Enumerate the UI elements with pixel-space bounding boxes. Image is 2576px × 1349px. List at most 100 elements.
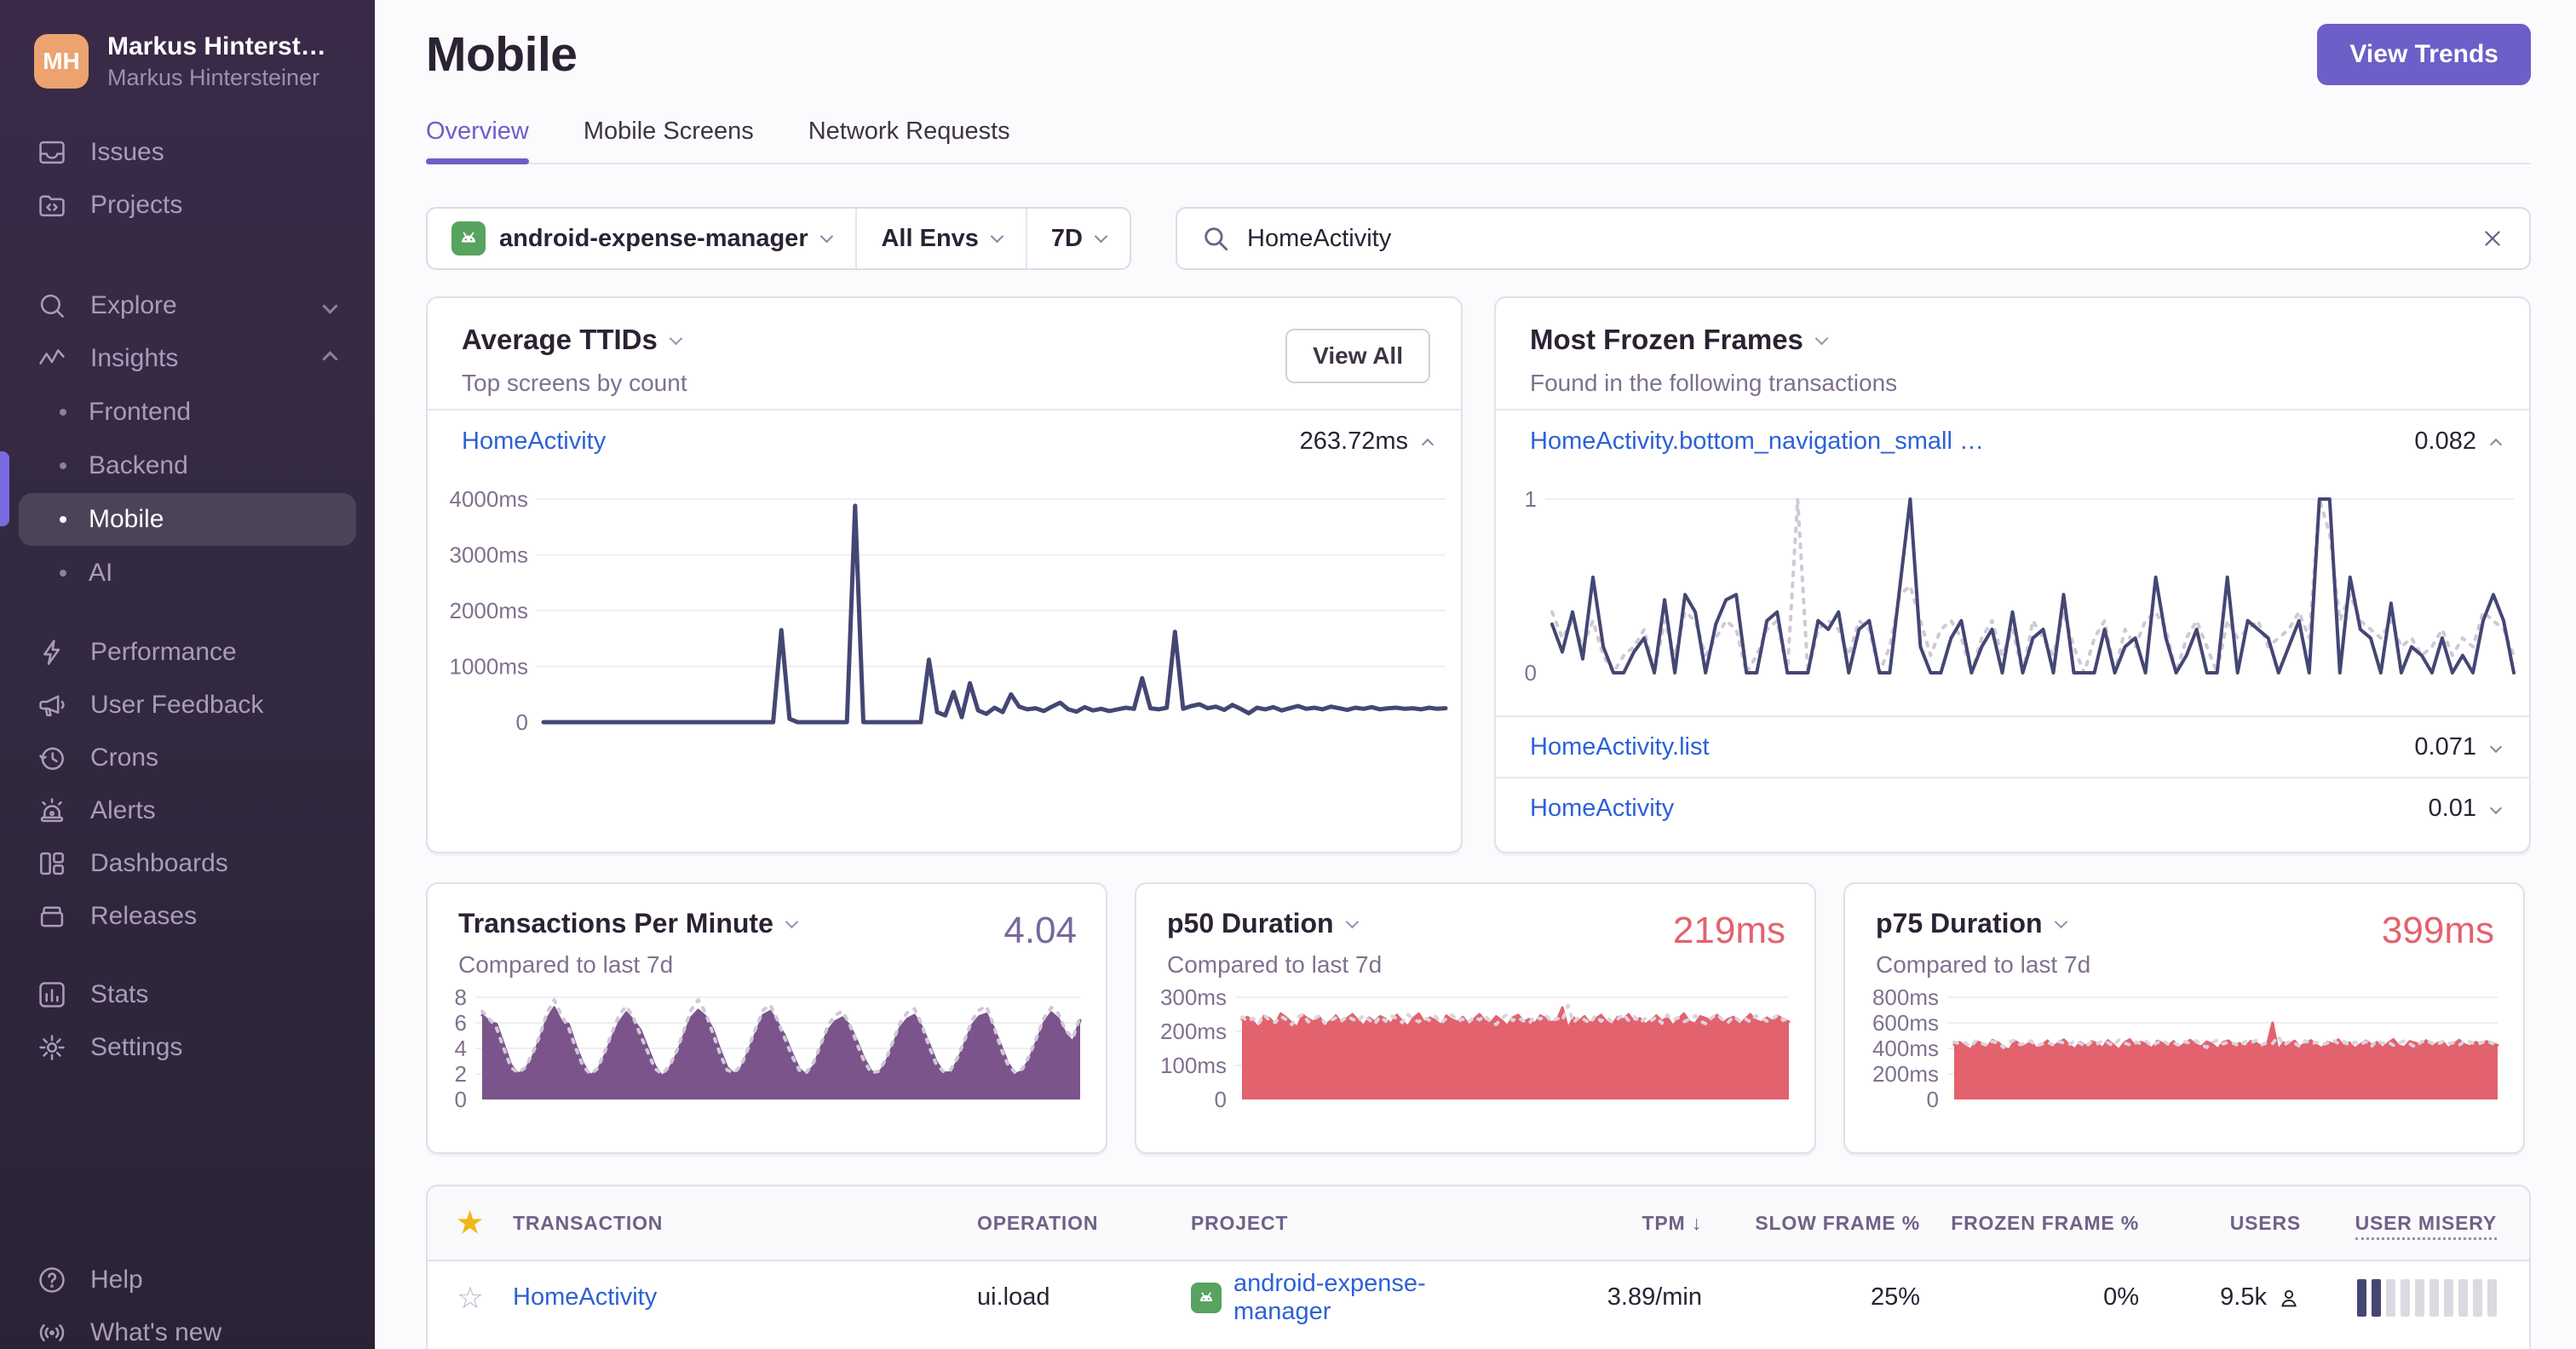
chevron-down-icon bbox=[669, 331, 683, 345]
transactions-table: ★ TRANSACTION OPERATION PROJECT TPM ↓ SL… bbox=[426, 1185, 2531, 1349]
sidebar-item-alerts[interactable]: Alerts bbox=[0, 784, 375, 837]
transaction-link[interactable]: HomeActivity.bottom_navigation_small … bbox=[1530, 427, 1984, 455]
col-tpm-sorted[interactable]: TPM ↓ bbox=[1642, 1211, 1702, 1234]
col-slow-frame[interactable]: SLOW FRAME % bbox=[1755, 1211, 1920, 1234]
col-users[interactable]: USERS bbox=[2229, 1211, 2301, 1234]
sidebar-item-label: Settings bbox=[90, 1033, 183, 1061]
date-range-selector[interactable]: 7D bbox=[1025, 209, 1130, 268]
chevron-up-icon[interactable] bbox=[2489, 438, 2503, 451]
page-filter-group: android-expense-manager All Envs 7D bbox=[426, 207, 1131, 270]
chevron-up-icon bbox=[322, 350, 338, 367]
sidebar-item-stats[interactable]: Stats bbox=[0, 968, 375, 1021]
svg-text:600ms: 600ms bbox=[1872, 1010, 1939, 1036]
sidebar-item-projects[interactable]: Projects bbox=[0, 179, 375, 232]
col-frozen-frame[interactable]: FROZEN FRAME % bbox=[1951, 1211, 2139, 1234]
sidebar-item-issues[interactable]: Issues bbox=[0, 126, 375, 179]
project-cell[interactable]: android-expense-manager bbox=[1191, 1270, 1517, 1326]
view-trends-button[interactable]: View Trends bbox=[2317, 24, 2531, 85]
sidebar-item-crons[interactable]: Crons bbox=[0, 732, 375, 784]
frozen-row[interactable]: HomeActivity.list 0.071 bbox=[1496, 715, 2529, 777]
issues-icon bbox=[36, 136, 68, 169]
sidebar-item-mobile[interactable]: Mobile bbox=[19, 493, 356, 546]
tpm-cell: 3.89/min bbox=[1607, 1283, 1702, 1311]
sidebar-item-label: Performance bbox=[90, 638, 237, 666]
chevron-down-icon[interactable] bbox=[2489, 740, 2503, 754]
star-outline-icon[interactable]: ☆ bbox=[456, 1279, 485, 1315]
sidebar-item-explore[interactable]: Explore bbox=[0, 279, 375, 332]
megaphone-icon bbox=[36, 689, 68, 721]
search-icon bbox=[36, 290, 68, 322]
frozen-row-expanded[interactable]: HomeActivity.bottom_navigation_small … 0… bbox=[1496, 410, 2529, 472]
table-header: ★ TRANSACTION OPERATION PROJECT TPM ↓ SL… bbox=[428, 1186, 2529, 1261]
sidebar-item-releases[interactable]: Releases bbox=[0, 890, 375, 943]
sidebar-item-performance[interactable]: Performance bbox=[0, 626, 375, 679]
sidebar-item-backend[interactable]: Backend bbox=[19, 439, 356, 492]
sidebar-item-dashboards[interactable]: Dashboards bbox=[0, 837, 375, 890]
sidebar-item-help[interactable]: Help bbox=[0, 1254, 375, 1306]
sidebar-item-label: What's new bbox=[90, 1318, 222, 1346]
project-selector[interactable]: android-expense-manager bbox=[428, 209, 855, 268]
project-name: android-expense-manager bbox=[499, 224, 808, 252]
svg-text:8: 8 bbox=[455, 987, 467, 1010]
search-bar[interactable] bbox=[1176, 207, 2531, 270]
tpm-value: 4.04 bbox=[1003, 910, 1077, 951]
dashboard-icon bbox=[36, 847, 68, 880]
tab-mobile-screens[interactable]: Mobile Screens bbox=[583, 118, 754, 145]
view-all-button[interactable]: View All bbox=[1285, 329, 1430, 383]
chevron-up-icon[interactable] bbox=[1421, 438, 1435, 451]
project-link[interactable]: android-expense-manager bbox=[1233, 1269, 1426, 1325]
sidebar-nav: Issues Projects Explore Insights Fronten… bbox=[0, 126, 375, 1074]
sidebar-item-ai[interactable]: AI bbox=[19, 547, 356, 600]
sidebar-item-label: Stats bbox=[90, 980, 149, 1008]
sidebar-item-settings[interactable]: Settings bbox=[0, 1021, 375, 1074]
svg-text:0: 0 bbox=[455, 1087, 467, 1112]
user-icon bbox=[2281, 1289, 2297, 1306]
p50-duration-card: p50 Duration Compared to last 7d 219ms 0… bbox=[1135, 882, 1816, 1154]
slow-frame-cell: 25% bbox=[1870, 1283, 1920, 1311]
sidebar-item-user-feedback[interactable]: User Feedback bbox=[0, 679, 375, 732]
sidebar-item-label: Backend bbox=[89, 451, 188, 479]
chevron-down-icon bbox=[819, 229, 833, 243]
card-title[interactable]: p75 Duration bbox=[1876, 908, 2043, 939]
col-project[interactable]: PROJECT bbox=[1191, 1211, 1289, 1234]
sidebar-item-frontend[interactable]: Frontend bbox=[19, 386, 356, 439]
ttid-chart: 0 1000ms 2000ms 3000ms 4000ms bbox=[440, 484, 1452, 744]
card-title[interactable]: Most Frozen Frames bbox=[1530, 324, 1803, 355]
tab-overview[interactable]: Overview bbox=[426, 118, 529, 164]
card-title[interactable]: Transactions Per Minute bbox=[458, 908, 773, 939]
chevron-down-icon[interactable] bbox=[2489, 801, 2503, 815]
tab-network-requests[interactable]: Network Requests bbox=[808, 118, 1010, 145]
environment-selector[interactable]: All Envs bbox=[855, 209, 1025, 268]
avatar[interactable]: MH bbox=[34, 34, 89, 89]
svg-text:200ms: 200ms bbox=[1160, 1019, 1227, 1044]
star-icon[interactable]: ★ bbox=[457, 1207, 484, 1239]
sidebar-item-insights[interactable]: Insights bbox=[0, 332, 375, 385]
sidebar-item-label: Mobile bbox=[89, 505, 164, 533]
sidebar-item-whats-new[interactable]: What's new bbox=[0, 1306, 375, 1349]
card-title[interactable]: p50 Duration bbox=[1167, 908, 1334, 939]
search-input[interactable] bbox=[1247, 224, 2463, 253]
active-nav-indicator bbox=[0, 451, 9, 526]
user-menu[interactable]: MH Markus Hinterst… Markus Hintersteiner bbox=[0, 0, 375, 92]
col-transaction[interactable]: TRANSACTION bbox=[513, 1211, 664, 1234]
ttid-transaction-row[interactable]: HomeActivity 263.72ms bbox=[428, 410, 1461, 472]
sidebar-item-label: Issues bbox=[90, 138, 164, 166]
help-icon bbox=[36, 1264, 68, 1296]
chevron-down-icon bbox=[2054, 915, 2067, 929]
frozen-row[interactable]: HomeActivity 0.01 bbox=[1496, 777, 2529, 838]
svg-text:300ms: 300ms bbox=[1160, 987, 1227, 1010]
table-row[interactable]: ☆ HomeActivity ui.load android-expense-m… bbox=[428, 1261, 2529, 1334]
card-title[interactable]: Average TTIDs bbox=[462, 324, 658, 355]
col-user-misery[interactable]: USER MISERY bbox=[2301, 1211, 2527, 1240]
filter-bar: android-expense-manager All Envs 7D bbox=[426, 207, 2531, 270]
sidebar-item-label: Help bbox=[90, 1266, 143, 1294]
main-content: Mobile View Trends Overview Mobile Scree… bbox=[375, 0, 2576, 1349]
chevron-down-icon bbox=[785, 915, 799, 929]
col-operation[interactable]: OPERATION bbox=[977, 1211, 1099, 1234]
sidebar-item-label: User Feedback bbox=[90, 691, 264, 719]
clear-search-icon[interactable] bbox=[2480, 226, 2505, 251]
transaction-link[interactable]: HomeActivity bbox=[462, 427, 607, 455]
transaction-link[interactable]: HomeActivity bbox=[1530, 794, 1675, 822]
transaction-link[interactable]: HomeActivity bbox=[513, 1283, 658, 1311]
transaction-link[interactable]: HomeActivity.list bbox=[1530, 732, 1710, 761]
